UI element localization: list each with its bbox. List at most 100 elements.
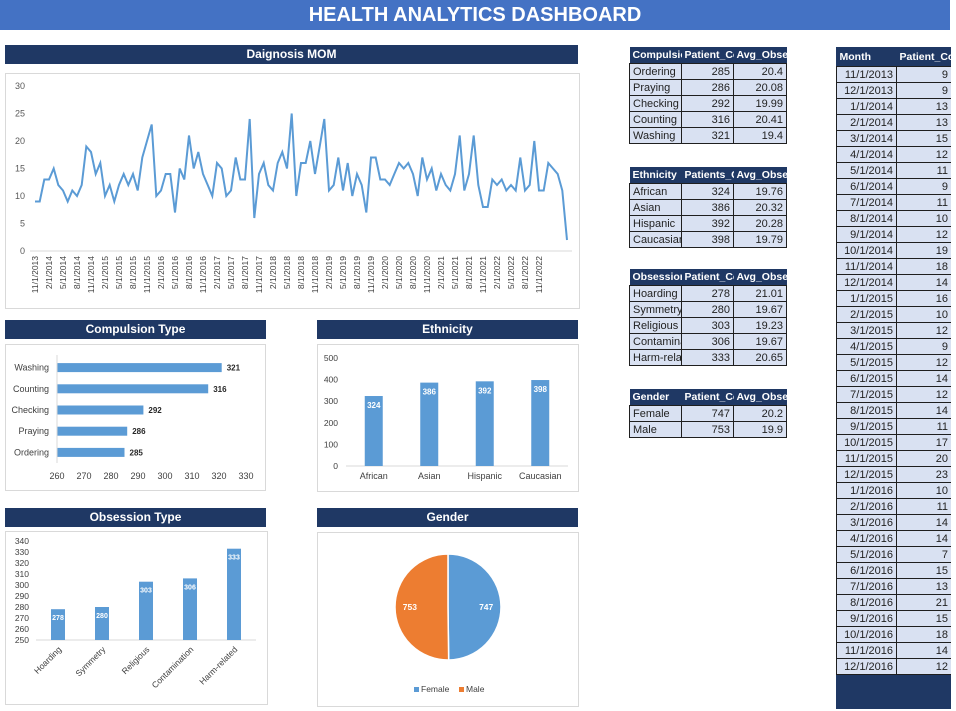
table-cell[interactable]: 19.67 <box>733 333 787 350</box>
table-cell[interactable]: 19.4 <box>733 127 787 144</box>
table-cell[interactable]: 11 <box>896 162 951 179</box>
table-cell[interactable]: 19.99 <box>733 95 787 112</box>
table-cell[interactable]: African <box>629 183 682 200</box>
table-cell[interactable]: 12/1/2013 <box>836 82 897 99</box>
table-cell[interactable]: 10/1/2016 <box>836 626 897 643</box>
table-cell[interactable]: 3/1/2016 <box>836 514 897 531</box>
table-cell[interactable]: 280 <box>681 301 734 318</box>
table-cell[interactable]: 747 <box>681 405 734 422</box>
table-cell[interactable]: 19.9 <box>733 421 787 438</box>
table-cell[interactable]: Hispanic <box>629 215 682 232</box>
table-cell[interactable]: 12 <box>896 386 951 403</box>
table-cell[interactable]: 2/1/2014 <box>836 114 897 131</box>
table-cell[interactable]: 17 <box>896 434 951 451</box>
table-cell[interactable]: 12/1/2015 <box>836 466 897 483</box>
table-cell[interactable]: 19.79 <box>733 231 787 248</box>
table-cell[interactable]: 4/1/2014 <box>836 146 897 163</box>
table-cell[interactable]: 324 <box>681 183 734 200</box>
table-cell[interactable]: 20.32 <box>733 199 787 216</box>
table-cell[interactable]: 14 <box>896 642 951 659</box>
table-cell[interactable]: 11/1/2014 <box>836 258 897 275</box>
table-cell[interactable]: 10/1/2015 <box>836 434 897 451</box>
table-cell[interactable]: 9 <box>896 66 951 83</box>
table-cell[interactable]: 7/1/2015 <box>836 386 897 403</box>
table-cell[interactable]: 14 <box>896 514 951 531</box>
table-cell[interactable]: 9/1/2014 <box>836 226 897 243</box>
table-cell[interactable]: 6/1/2014 <box>836 178 897 195</box>
table-cell[interactable]: 3/1/2015 <box>836 322 897 339</box>
table-cell[interactable]: 316 <box>681 111 734 128</box>
monthly-table-container[interactable]: MonthPatient_Count11/1/2013912/1/201391/… <box>836 47 951 709</box>
table-cell[interactable]: 292 <box>681 95 734 112</box>
table-cell[interactable]: 19.23 <box>733 317 787 334</box>
table-cell[interactable]: 4/1/2015 <box>836 338 897 355</box>
table-cell[interactable]: 15 <box>896 562 951 579</box>
table-cell[interactable]: 1/1/2016 <box>836 482 897 499</box>
table-cell[interactable]: 20.28 <box>733 215 787 232</box>
table-cell[interactable]: 19 <box>896 242 951 259</box>
table-cell[interactable]: Contamination <box>629 333 682 350</box>
table-cell[interactable]: 12 <box>896 658 951 675</box>
table-cell[interactable]: 286 <box>681 79 734 96</box>
table-cell[interactable]: 5/1/2014 <box>836 162 897 179</box>
table-cell[interactable]: 20.2 <box>733 405 787 422</box>
table-cell[interactable]: 2/1/2016 <box>836 498 897 515</box>
table-cell[interactable]: 14 <box>896 370 951 387</box>
table-cell[interactable]: 13 <box>896 578 951 595</box>
table-cell[interactable]: Male <box>629 421 682 438</box>
table-cell[interactable]: Religious <box>629 317 682 334</box>
table-cell[interactable]: Washing <box>629 127 682 144</box>
table-cell[interactable]: 19.67 <box>733 301 787 318</box>
table-cell[interactable]: 20.41 <box>733 111 787 128</box>
table-cell[interactable]: Asian <box>629 199 682 216</box>
table-cell[interactable]: 753 <box>681 421 734 438</box>
table-cell[interactable]: Caucasian <box>629 231 682 248</box>
table-cell[interactable]: 392 <box>681 215 734 232</box>
table-cell[interactable]: 12 <box>896 226 951 243</box>
table-cell[interactable]: 9 <box>896 82 951 99</box>
table-cell[interactable]: 11/1/2015 <box>836 450 897 467</box>
table-cell[interactable]: 20.65 <box>733 349 787 366</box>
table-cell[interactable]: 13 <box>896 98 951 115</box>
table-cell[interactable]: 10 <box>896 482 951 499</box>
table-cell[interactable]: 9/1/2016 <box>836 610 897 627</box>
table-cell[interactable]: 1/1/2015 <box>836 290 897 307</box>
table-cell[interactable]: 10 <box>896 306 951 323</box>
table-cell[interactable]: 14 <box>896 402 951 419</box>
ethnicity-chart-panel[interactable]: 0 100 200 300 400 500 324 African 386 Asian 392 His… <box>317 344 579 492</box>
table-cell[interactable]: 9 <box>896 178 951 195</box>
table-cell[interactable]: 7/1/2016 <box>836 578 897 595</box>
table-cell[interactable]: 18 <box>896 258 951 275</box>
table-cell[interactable]: Counting <box>629 111 682 128</box>
table-cell[interactable]: 20 <box>896 450 951 467</box>
gender-chart-panel[interactable]: 747 753 Female Male <box>317 532 579 707</box>
table-cell[interactable]: 14 <box>896 274 951 291</box>
table-cell[interactable]: 11 <box>896 498 951 515</box>
table-cell[interactable]: 12 <box>896 322 951 339</box>
table-cell[interactable]: 11/1/2013 <box>836 66 897 83</box>
table-cell[interactable]: Hoarding <box>629 285 682 302</box>
table-cell[interactable]: 9 <box>896 338 951 355</box>
table-cell[interactable]: 306 <box>681 333 734 350</box>
table-cell[interactable]: 6/1/2016 <box>836 562 897 579</box>
table-cell[interactable]: Praying <box>629 79 682 96</box>
table-cell[interactable]: 1/1/2014 <box>836 98 897 115</box>
table-cell[interactable]: 9/1/2015 <box>836 418 897 435</box>
table-cell[interactable]: 12/1/2014 <box>836 274 897 291</box>
table-cell[interactable]: 321 <box>681 127 734 144</box>
table-cell[interactable]: 13 <box>896 114 951 131</box>
table-cell[interactable]: 18 <box>896 626 951 643</box>
table-cell[interactable]: 11 <box>896 194 951 211</box>
diagnosis-chart-panel[interactable]: 0 5 10 15 20 25 30 11/1/2013 2/1/2014 5/1/2014 8/1… <box>5 73 580 309</box>
table-cell[interactable]: 12 <box>896 354 951 371</box>
table-cell[interactable]: 20.08 <box>733 79 787 96</box>
table-cell[interactable]: 285 <box>681 63 734 80</box>
table-cell[interactable]: 6/1/2015 <box>836 370 897 387</box>
table-cell[interactable]: 11 <box>896 418 951 435</box>
compulsion-chart-panel[interactable]: Ordering 285 Praying 286 Checking 292 Counting… <box>5 344 266 491</box>
table-cell[interactable]: 278 <box>681 285 734 302</box>
table-cell[interactable]: 5/1/2015 <box>836 354 897 371</box>
table-cell[interactable]: Symmetry <box>629 301 682 318</box>
table-cell[interactable]: 10/1/2014 <box>836 242 897 259</box>
table-cell[interactable]: 4/1/2016 <box>836 530 897 547</box>
